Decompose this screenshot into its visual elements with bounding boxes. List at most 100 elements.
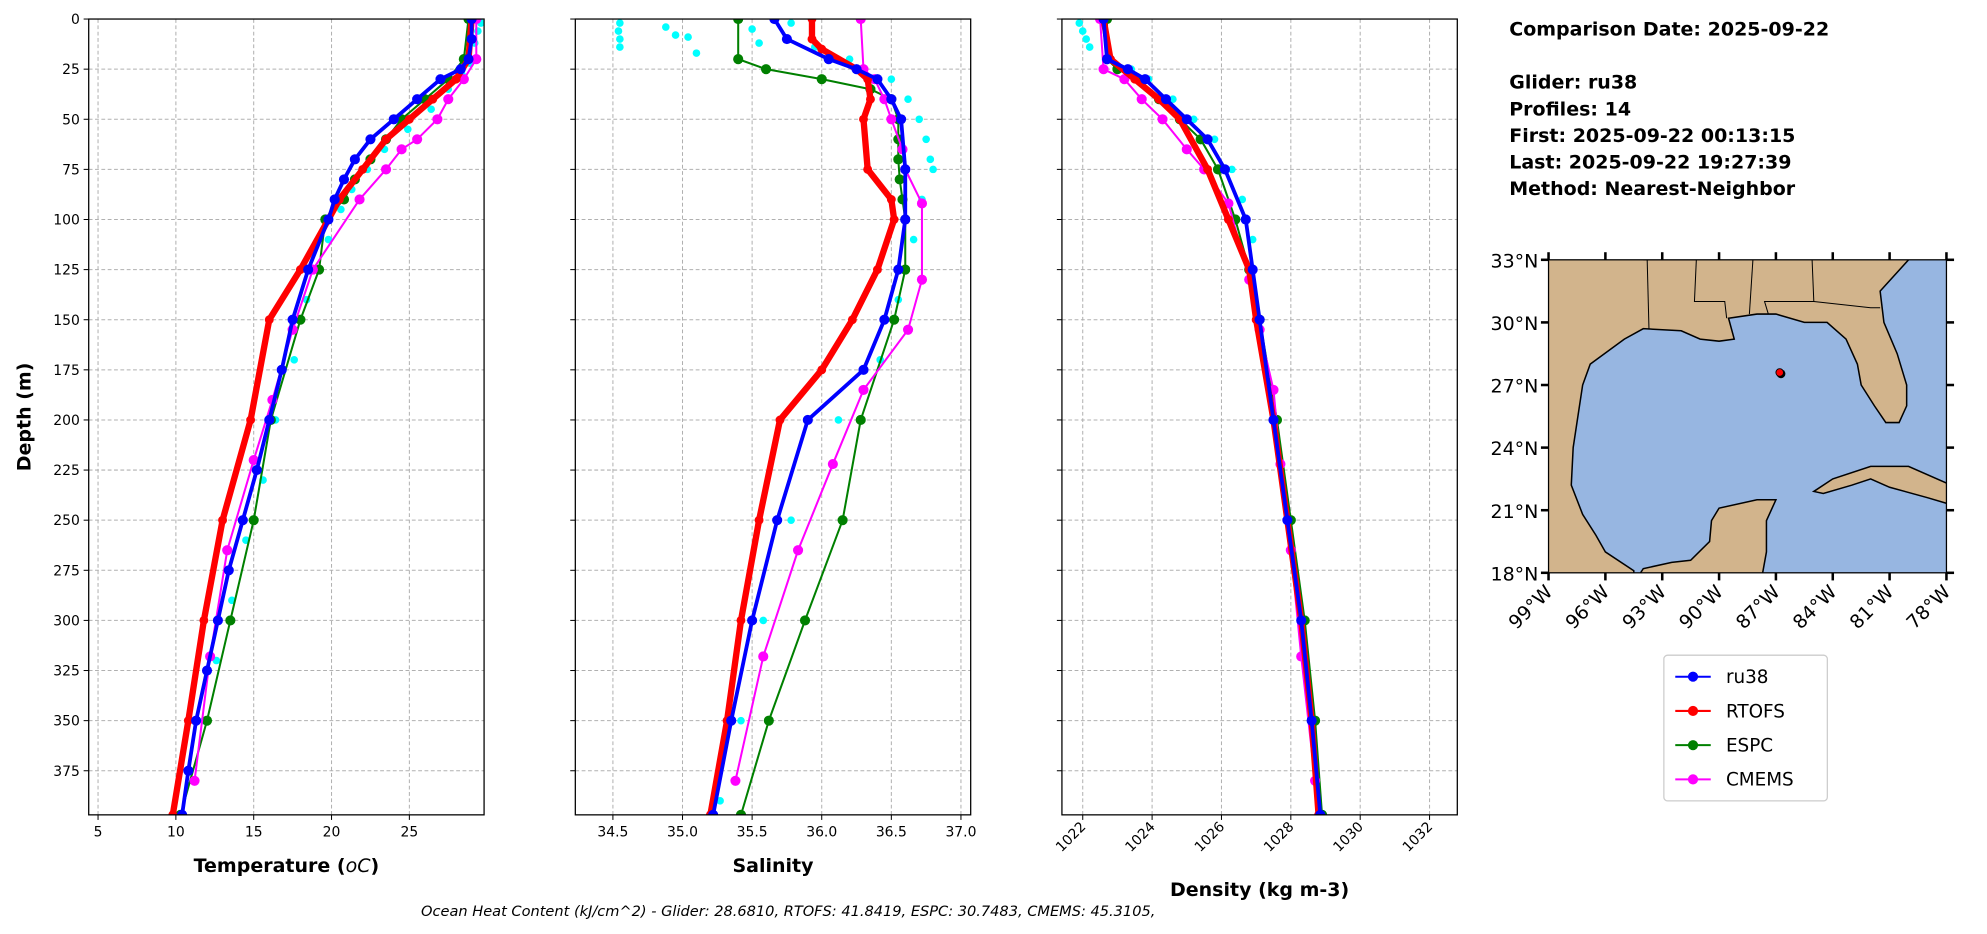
plot-area [1075,19,1328,815]
ru38-point [251,464,262,476]
espc-point [225,615,236,626]
y-tick-label: 325 [53,664,80,680]
lat-tick-label: 30°N [1491,313,1539,335]
ru38-point [1296,615,1307,626]
rtofs-point [168,810,178,815]
rtofs-point [775,415,785,425]
cmems-point [1157,114,1168,125]
ru38-point [183,765,194,776]
ru38-point [412,94,423,105]
y-tick-label: 300 [53,613,80,629]
cmems-point [432,114,443,125]
ru38-point [177,809,188,815]
espc-point [799,615,811,626]
ru38-point [1282,515,1293,526]
glider-profile-point [404,125,412,134]
espc-point [248,515,259,526]
y-tick-label: 50 [62,112,80,128]
ru38-point [1219,164,1231,175]
rtofs-point [817,44,827,54]
y-axis-label: Depth (m) [13,363,35,472]
espc-point [733,54,744,65]
cmems-point [189,775,200,786]
y-tick-label: 150 [53,313,80,329]
ru38-point [388,114,399,125]
x-tick-label: 1024 [1122,819,1158,855]
rtofs-point [218,515,228,525]
legend-marker-cmems [1687,774,1699,785]
x-axis-label: Salinity [732,855,814,877]
ru38-point [1240,214,1251,225]
rtofs-point [866,94,875,104]
axes-frame [574,18,972,816]
x-tick-label: 20 [323,824,341,840]
espc-point [733,19,744,25]
glider-profile-point [929,165,937,174]
rtofs-point [451,74,461,84]
cmems-point [396,144,407,155]
glider-profile-point [716,797,724,805]
ru38-point [1101,54,1113,65]
glider-profile-point [290,356,298,364]
cmems-point [248,454,259,466]
glider-profile-point [887,75,896,83]
ru38-point [1254,314,1265,325]
ru38-point [264,414,275,426]
ru38-point [747,615,758,626]
ru38-point [201,665,213,676]
state-border [1646,259,1650,329]
ru38-point [223,565,234,576]
lat-tick-label: 24°N [1491,438,1539,460]
ru38-point [329,194,340,205]
lon-tick-label: 90°W [1675,581,1728,634]
rtofs-point [859,114,868,124]
rtofs-point [358,164,368,174]
cmems-point [886,114,897,125]
y-tick-label: 0 [71,12,80,28]
map-area [1548,259,1947,573]
cmems-point [902,324,914,335]
comparison-date: Comparison Date: 2025-09-22 [1509,19,1829,41]
ru38-point [466,19,477,25]
ru38-point [900,214,911,225]
espc-line [179,19,470,815]
x-tick-label: 5 [94,824,103,840]
ru38-point [455,64,466,75]
x-axis-label: Temperature (oC) [194,855,380,877]
ru38-point [1140,74,1151,85]
y-tick-label: 275 [53,563,80,579]
ru38-line [1101,19,1323,815]
ru38-point [858,364,869,375]
rtofs-point [1130,74,1140,84]
glider-name: Glider: ru38 [1509,72,1637,94]
state-border [1813,301,1881,309]
ru38-point [886,94,897,105]
ru38-point [879,314,890,325]
espc-point [837,515,848,526]
ru38-point [237,515,248,526]
x-tick-label: 36.0 [806,824,837,840]
cmems-point [222,545,233,556]
y-tick-label: 100 [53,213,80,229]
espc-point [760,64,772,75]
espc-point [1212,164,1224,175]
rtofs-point [246,415,256,425]
x-tick-label: 34.5 [597,824,628,840]
rtofs-point [295,265,305,275]
espc-point [893,154,904,165]
glider-profile-point [614,27,623,35]
espc-point [900,264,911,275]
glider-profile-point [474,27,482,35]
cmems-point [1181,144,1192,155]
x-axis-label: Density (kg m-3) [1170,879,1349,901]
rtofs-point [1203,164,1213,174]
axes-frame [88,18,485,816]
cmems-point [1136,94,1147,105]
y-tick-label: 25 [62,62,80,78]
glider-profile-point [684,33,692,41]
lat-tick-label: 33°N [1491,250,1539,272]
cmems-point [916,198,928,209]
rtofs-point [1223,215,1233,224]
espc-point [889,314,900,325]
glider-profile-point [427,105,435,114]
